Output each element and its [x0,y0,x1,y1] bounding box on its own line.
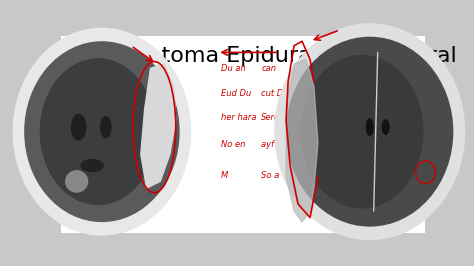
Polygon shape [141,64,176,188]
Text: So a: So a [261,171,280,180]
Text: Serdle: Serdle [261,113,288,122]
Polygon shape [286,59,318,222]
Text: Hematoma Epidural vs Subdural: Hematoma Epidural vs Subdural [96,46,457,66]
Ellipse shape [382,119,390,135]
FancyBboxPatch shape [61,36,425,233]
Ellipse shape [100,116,111,138]
Text: cut Du: cut Du [261,89,289,98]
Ellipse shape [274,23,465,240]
Text: Du ah: Du ah [221,64,246,73]
Text: No en: No en [221,140,245,149]
Ellipse shape [12,28,191,236]
Ellipse shape [65,170,88,193]
Text: M: M [221,171,228,180]
Ellipse shape [366,118,374,136]
Ellipse shape [286,37,453,227]
Ellipse shape [24,41,180,222]
Ellipse shape [40,58,156,205]
Text: ayf hu: ayf hu [261,140,288,149]
Text: can: can [261,64,276,73]
Ellipse shape [81,159,104,172]
Ellipse shape [300,55,423,209]
Ellipse shape [71,114,86,141]
Text: her hara: her hara [221,113,256,122]
Text: Eud Du: Eud Du [221,89,251,98]
